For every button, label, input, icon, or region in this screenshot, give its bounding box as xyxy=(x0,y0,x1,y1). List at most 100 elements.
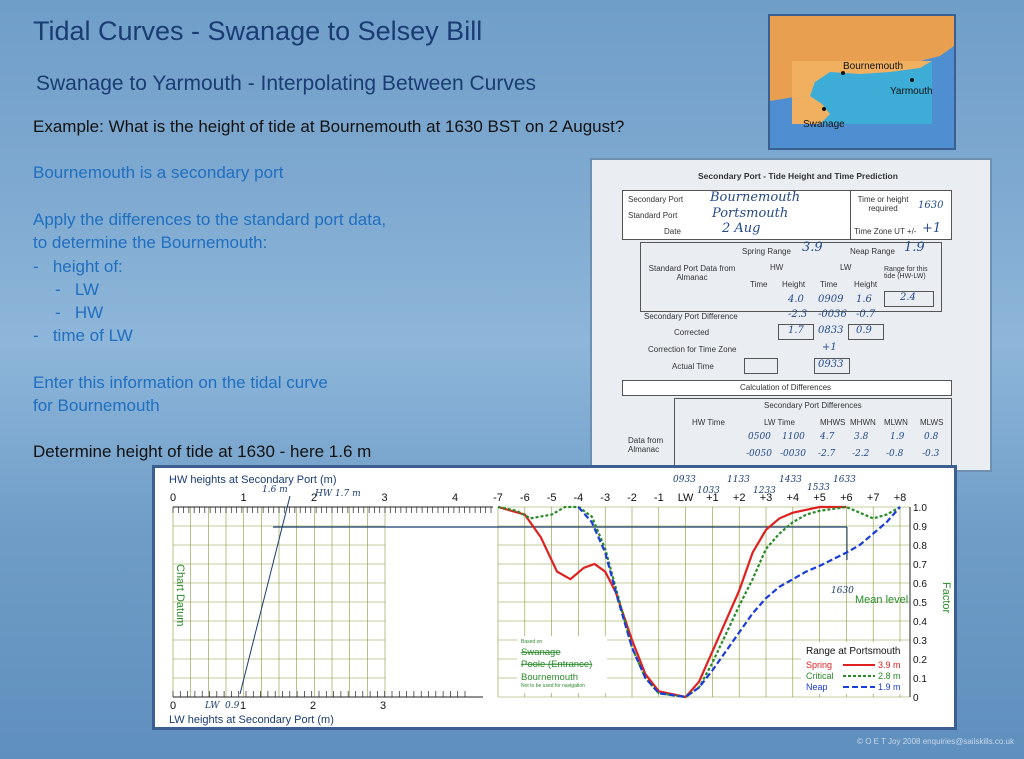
neap-range-value: 1.9 xyxy=(904,240,925,255)
row1-mhwn: 3.8 xyxy=(854,432,869,442)
range-label: Range for this tide (HW-LW) xyxy=(884,266,928,280)
port-info-box xyxy=(622,190,874,240)
calc-label: Calculation of Differences xyxy=(740,383,832,392)
spring-range-label: Spring Range xyxy=(742,247,791,256)
diff-hw-height: -2.3 xyxy=(788,309,808,320)
map-label-yarmouth: Yarmouth xyxy=(890,86,933,97)
map-land-inset xyxy=(792,61,932,100)
corr-lw-time: 0833 xyxy=(818,325,844,336)
yarmouth-dot xyxy=(910,78,914,82)
time-ann-1533: 1533 xyxy=(807,483,830,493)
time-ann-1433: 1433 xyxy=(779,475,802,485)
time-ann-1633: 1633 xyxy=(833,475,856,485)
mlwn-header: MLWN xyxy=(884,418,908,427)
hour-tick: -7 xyxy=(493,492,503,504)
factor-tick: 1.0 xyxy=(913,503,927,514)
instruction-7: - time of LW xyxy=(33,326,133,345)
row2-mhws: -2.7 xyxy=(818,449,836,459)
hour-tick: +5 xyxy=(813,492,826,504)
mean-level-label: Mean level xyxy=(855,594,908,606)
hour-tick: +1 xyxy=(706,492,719,504)
corr-lw-height: 0.9 xyxy=(856,325,872,336)
instruction-8: Enter this information on the tidal curv… xyxy=(33,373,328,392)
corr-hw-box xyxy=(778,324,814,340)
lw-time-col: Time xyxy=(820,280,838,289)
instruction-5: - LW xyxy=(55,280,100,299)
factor-label: Factor xyxy=(940,582,952,614)
factor-tick: 0.7 xyxy=(913,560,927,571)
factor-tick: 0.9 xyxy=(913,522,927,533)
legend-value: 2.8 m xyxy=(878,671,901,681)
factor-tick: 0.8 xyxy=(913,541,927,552)
hw-ticks: 0 1 2 3 4 xyxy=(170,492,458,504)
hour-tick: +8 xyxy=(894,492,907,504)
actual-time-value: 0933 xyxy=(818,359,844,370)
correction-tz-value: +1 xyxy=(822,342,837,353)
hour-tick: -3 xyxy=(600,492,610,504)
actual-time-label: Actual Time xyxy=(672,362,714,371)
time-ann-1133: 1133 xyxy=(727,475,750,485)
map-land-purbeck xyxy=(792,96,830,124)
diff-lw-height: -0.7 xyxy=(856,309,876,320)
legend-name: Spring xyxy=(806,660,832,670)
date-value: 2 Aug xyxy=(722,221,761,236)
std-port-data-label: Standard Port Data from Almanac xyxy=(648,264,736,282)
hour-tick: -2 xyxy=(627,492,637,504)
time-zone-value: +1 xyxy=(922,221,942,236)
page-title: Tidal Curves - Swanage to Selsey Bill xyxy=(33,16,483,46)
legend-value: 1.9 m xyxy=(878,682,901,692)
lw-axis-label: LW heights at Secondary Port (m) xyxy=(169,714,334,726)
instruction-3: to determine the Bournemouth: xyxy=(33,233,268,252)
port-poole: Poole (Entrance) xyxy=(521,659,592,670)
port-bournemouth: Bournemouth xyxy=(521,672,578,683)
date-label: Date xyxy=(664,227,681,236)
standard-port-label: Standard Port xyxy=(628,211,678,220)
page-subtitle: Swanage to Yarmouth - Interpolating Betw… xyxy=(36,72,537,95)
legend-items: Spring 3.9 m Critical 2.8 m Neap 1.9 m xyxy=(806,660,901,692)
secondary-port-value: Bournemouth xyxy=(710,190,801,205)
map-svg: Bournemouth Yarmouth Swanage xyxy=(770,16,954,148)
lw-col-label: LW xyxy=(840,263,852,272)
hour-tick: +3 xyxy=(760,492,773,504)
std-lw-time: 0909 xyxy=(818,294,844,305)
lw-tick: 3 xyxy=(380,700,386,712)
lw-time-header: LW Time xyxy=(764,418,795,427)
lw-ticks: 0 1 2 3 xyxy=(170,700,386,712)
row2-lw-time: -0030 xyxy=(780,449,806,459)
row1-lw-time: 1100 xyxy=(782,432,805,442)
lw-tick: 2 xyxy=(310,700,316,712)
ports-box xyxy=(517,636,607,693)
bournemouth-dot xyxy=(841,71,845,75)
critical-curve xyxy=(497,505,901,699)
lw-tick: 1 xyxy=(240,700,246,712)
instruction-6: - HW xyxy=(55,303,104,322)
time-required-value: 1630 xyxy=(918,200,944,211)
corr-hw-height: 1.7 xyxy=(788,325,804,336)
time-required-box xyxy=(850,190,952,240)
hour-ticks: -7 -6 -5 -4 -3 -2 -1 LW +1 +2 +3 +4 +5 +6 +7 +8 xyxy=(493,492,906,504)
time-ann-0933: 0933 xyxy=(673,475,696,485)
diff-lw-time: -0036 xyxy=(818,309,847,320)
row2-mhwn: -2.2 xyxy=(852,449,870,459)
actual-hw-box xyxy=(744,358,778,374)
hw-note-a: 1.6 m xyxy=(262,485,288,495)
hw-tick: 1 xyxy=(241,492,247,504)
mhws-header: MHWS xyxy=(820,418,846,427)
example-question: Example: What is the height of tide at B… xyxy=(33,117,625,136)
spring-curve xyxy=(497,505,847,699)
chart-datum-label: Chart Datum xyxy=(174,564,186,626)
neap-curve xyxy=(577,506,901,699)
secondary-port-label: Secondary Port xyxy=(628,195,684,204)
tidal-curve-svg: HW heights at Secondary Port (m) LW heig… xyxy=(169,474,952,726)
area-map: Bournemouth Yarmouth Swanage xyxy=(768,14,956,150)
lw-value: 0.9 xyxy=(225,701,240,711)
time-ann-1233: 1233 xyxy=(753,486,776,496)
instruction-1: Bournemouth is a secondary port xyxy=(33,163,284,182)
hour-tick: +7 xyxy=(867,492,880,504)
hour-tick: +6 xyxy=(840,492,853,504)
map-label-swanage: Swanage xyxy=(803,119,845,130)
factor-tick: 0 xyxy=(913,693,919,704)
based-on: Based on xyxy=(521,639,542,645)
map-land-north xyxy=(770,16,954,101)
mlws-header: MLWS xyxy=(920,418,944,427)
